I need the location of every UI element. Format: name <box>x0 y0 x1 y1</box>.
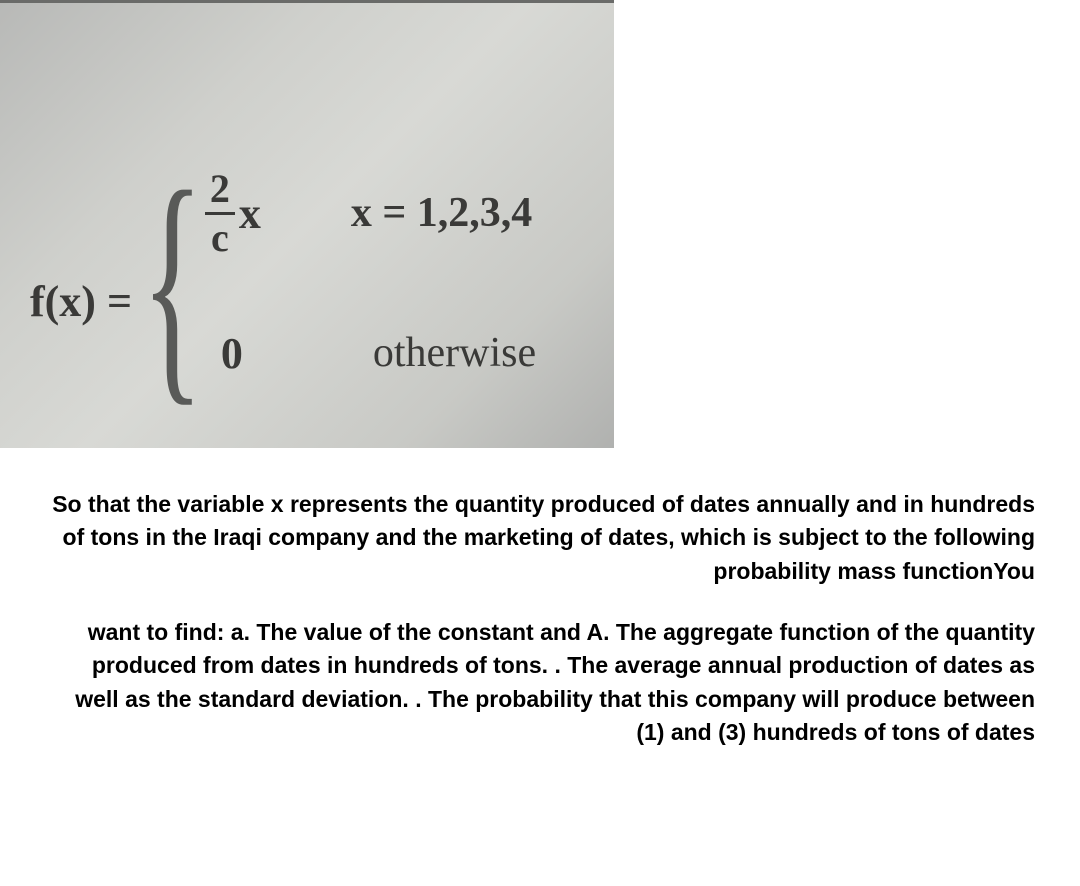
paragraph-2: want to find: a. The value of the consta… <box>45 616 1035 749</box>
equation-image: f(x) = { 2 c x x = 1,2,3,4 0 otherwise <box>0 0 614 448</box>
fraction: 2 c <box>205 169 235 258</box>
denominator: c <box>211 218 229 258</box>
case1-variable: x <box>239 188 261 239</box>
function-lhs: f(x) = <box>30 276 132 327</box>
numerator: 2 <box>210 169 230 209</box>
case1-condition: x = 1,2,3,4 <box>351 189 532 237</box>
equation-content: f(x) = { 2 c x x = 1,2,3,4 0 otherwise <box>30 153 536 394</box>
case2-value: 0 <box>221 328 243 379</box>
case2-condition: otherwise <box>373 329 536 377</box>
left-brace: { <box>141 173 203 394</box>
case-row-1: 2 c x x = 1,2,3,4 <box>205 169 536 258</box>
case-row-2: 0 otherwise <box>205 328 536 379</box>
paragraph-1: So that the variable x represents the qu… <box>45 488 1035 588</box>
text-content: So that the variable x represents the qu… <box>0 448 1080 749</box>
piecewise-cases: 2 c x x = 1,2,3,4 0 otherwise <box>205 169 536 379</box>
